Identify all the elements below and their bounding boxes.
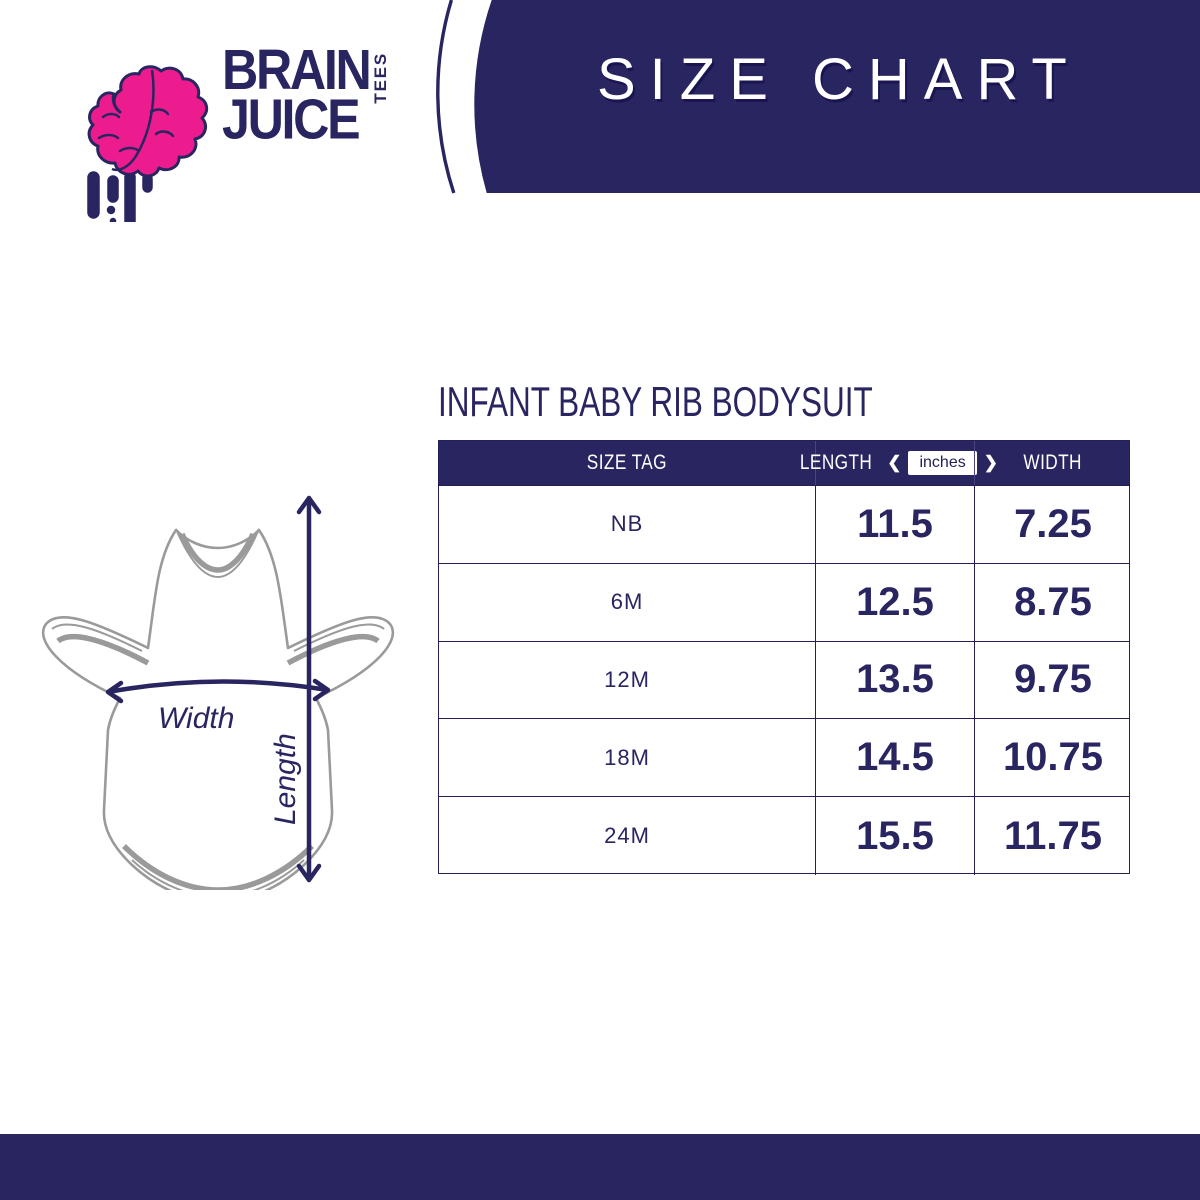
svg-text:Width: Width xyxy=(158,702,234,735)
svg-text:Length: Length xyxy=(269,733,302,825)
